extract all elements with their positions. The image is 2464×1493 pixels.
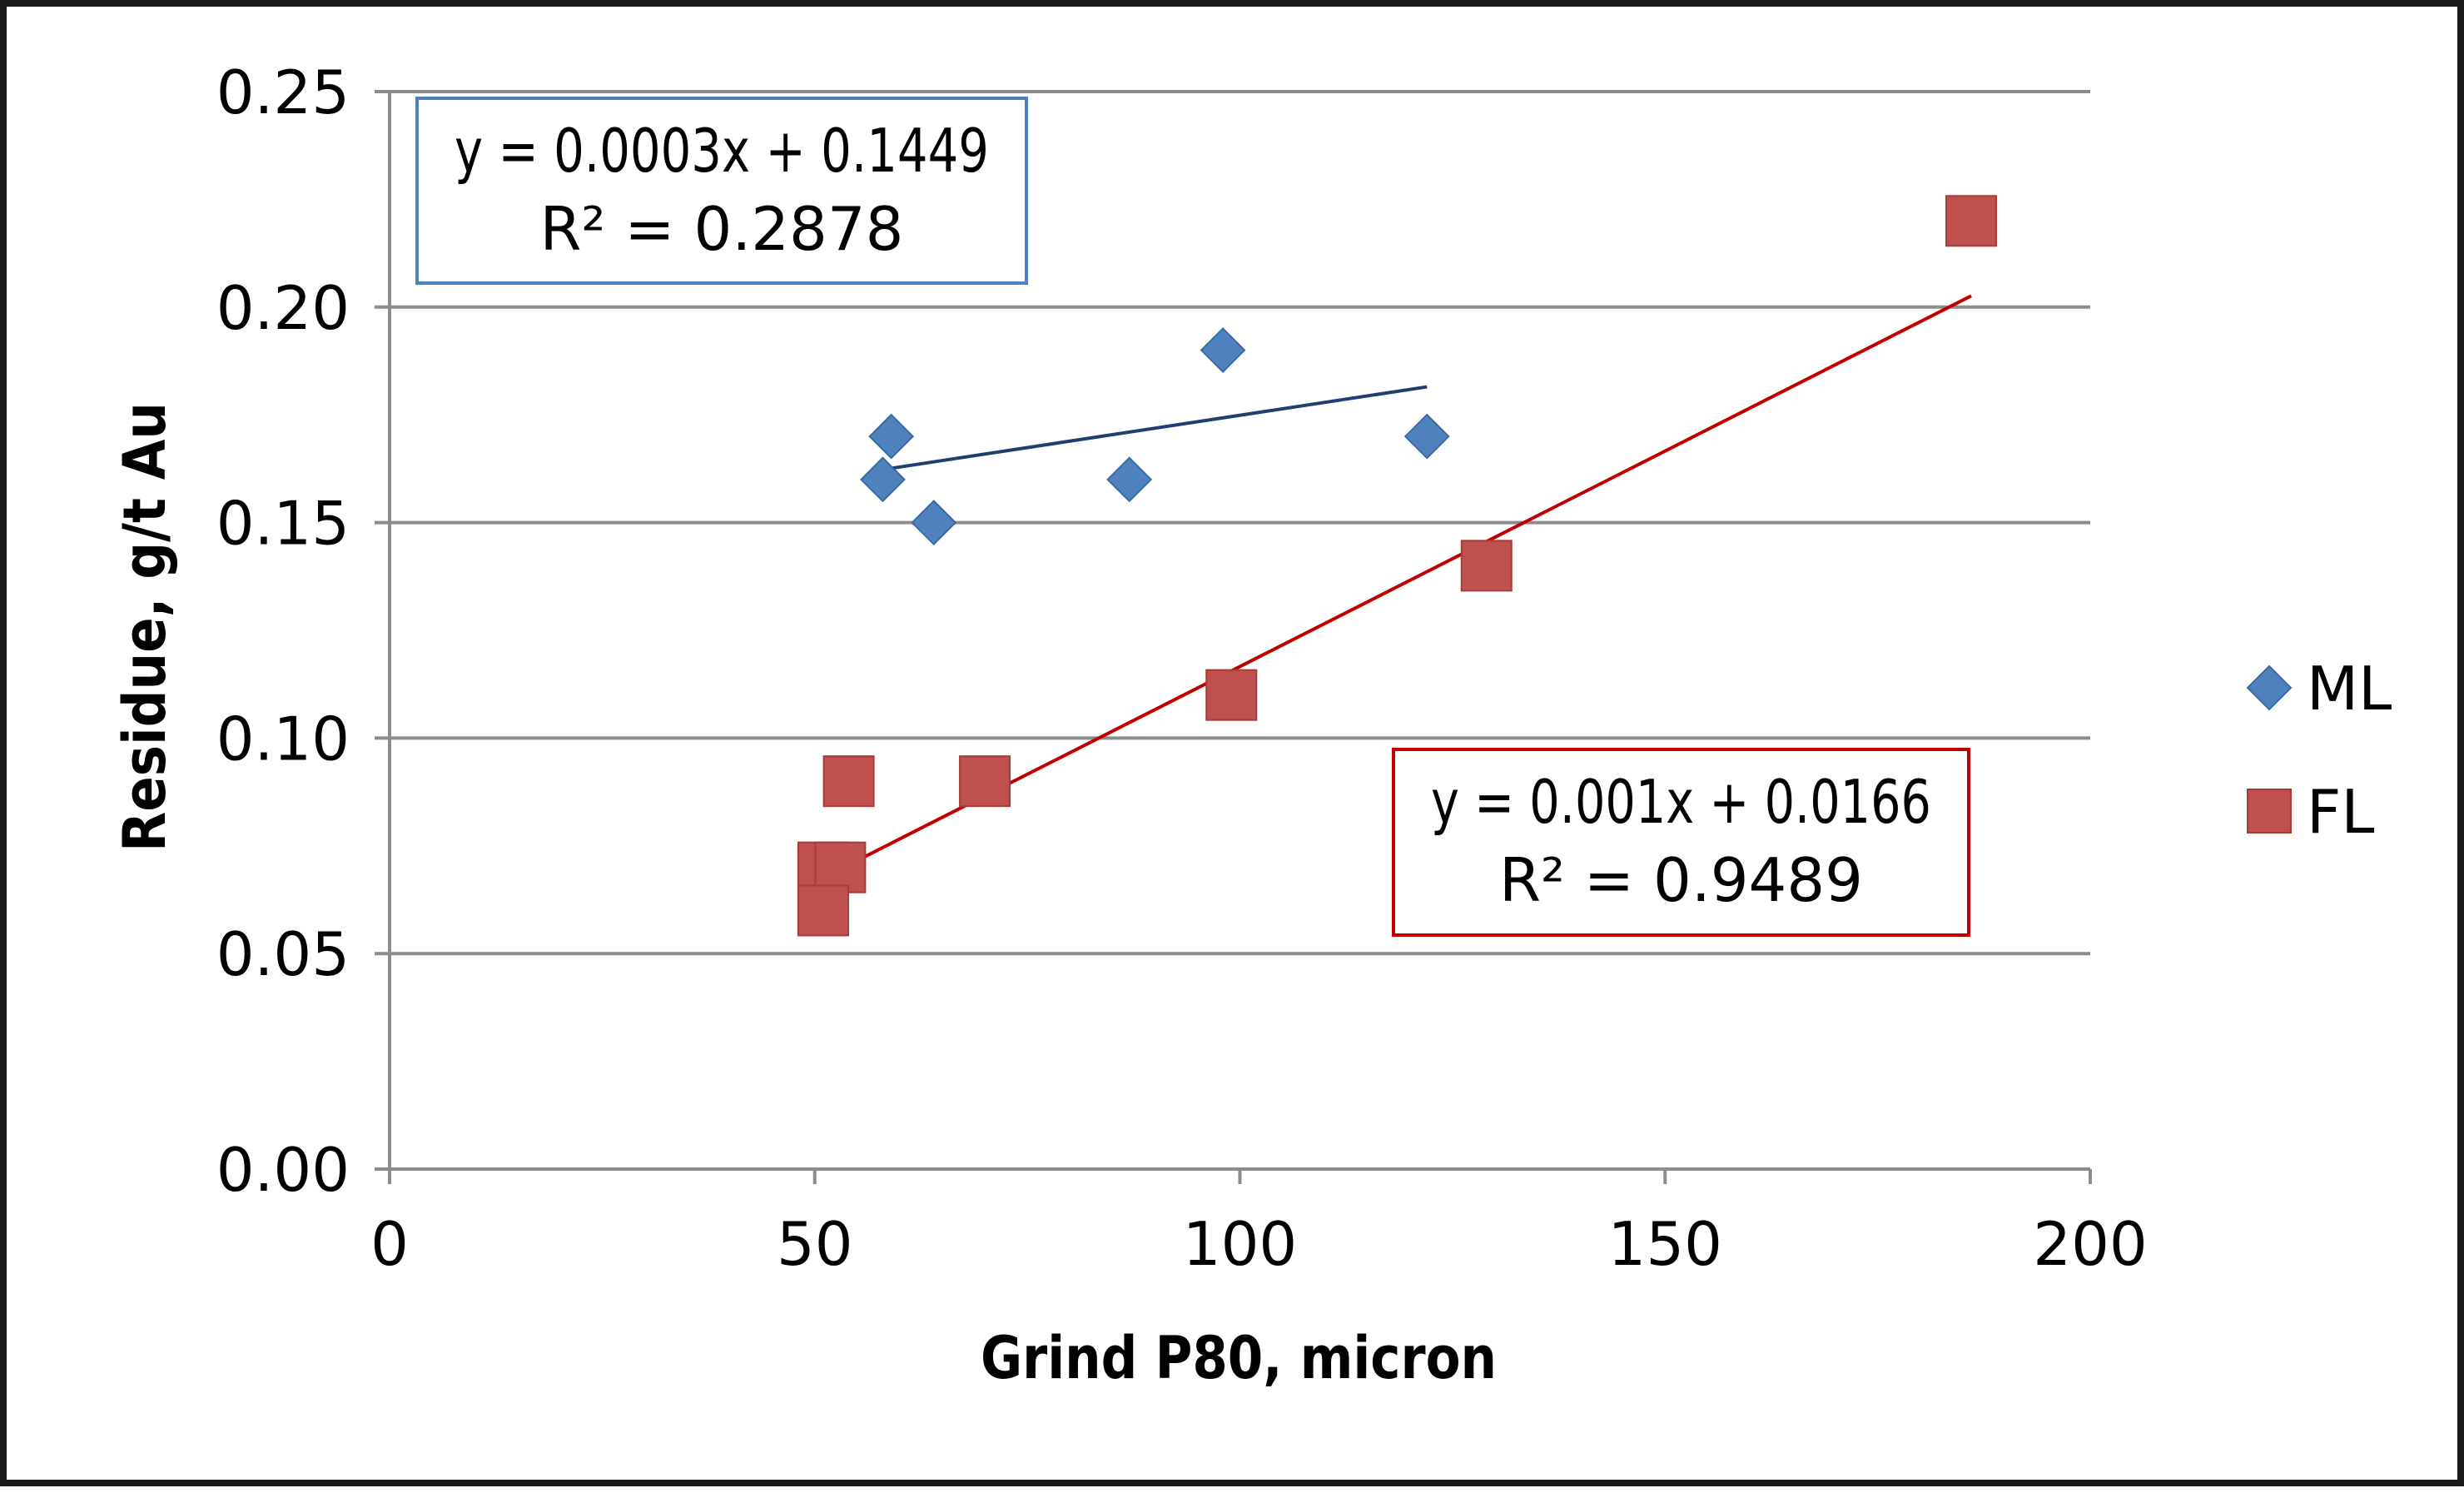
legend-marker-ml	[2246, 664, 2293, 711]
y-tick-label-3: 0.15	[216, 489, 350, 559]
r-squared-ml: R² = 0.2878	[540, 194, 904, 264]
equation-ml: y = 0.0003x + 0.1449	[455, 116, 989, 186]
equation-fl: y = 0.001x + 0.0166	[1431, 767, 1931, 837]
legend: ML FL	[2246, 654, 2392, 847]
legend-label-fl: FL	[2307, 777, 2375, 847]
y-tick-label-5: 0.25	[216, 57, 350, 127]
tick-labels: 0.00 0.05 0.10 0.15 0.20 0.25 0 50 100 150 200	[216, 57, 2148, 1279]
point-fl-3	[797, 884, 849, 937]
data-points	[797, 195, 1997, 937]
r-squared-fl: R² = 0.9489	[1499, 845, 1863, 915]
point-fl-7	[1945, 195, 1997, 247]
point-ml-3	[1106, 456, 1153, 503]
x-axis-title: Grind P80, micron	[981, 1324, 1497, 1392]
point-ml-2	[911, 500, 957, 546]
legend-label-ml: ML	[2307, 654, 2392, 724]
axes	[375, 90, 2092, 1184]
x-tick-label-0: 0	[370, 1209, 409, 1279]
x-tick-label-4: 200	[2033, 1209, 2147, 1279]
point-fl-2	[814, 841, 867, 893]
trendline-equations: y = 0.0003x + 0.1449 R² = 0.2878 y = 0.001…	[415, 97, 1970, 937]
scatter-chart: 0.00 0.05 0.10 0.15 0.20 0.25 0 50 100 150 200 y =…	[111, 57, 2392, 1392]
gridlines	[390, 90, 2090, 956]
y-axis-title: Residue, g/t Au	[111, 402, 179, 852]
x-tick-label-3: 150	[1608, 1209, 1722, 1279]
legend-marker-fl	[2247, 789, 2292, 834]
point-ml-5	[1403, 413, 1450, 460]
point-fl-6	[1460, 540, 1513, 592]
y-tick-label-1: 0.05	[216, 919, 350, 989]
x-tick-label-2: 100	[1183, 1209, 1297, 1279]
equation-box-fl	[1392, 748, 1970, 937]
trendline-fl	[822, 294, 1972, 879]
trendline-ml	[882, 385, 1428, 471]
x-tick-label-1: 50	[777, 1209, 853, 1279]
y-tick-label-0: 0.00	[216, 1135, 350, 1205]
equation-box-ml	[415, 97, 1028, 285]
point-ml-4	[1200, 327, 1246, 373]
point-ml-0	[868, 413, 915, 460]
y-tick-label-4: 0.20	[216, 273, 350, 343]
point-ml-1	[860, 456, 906, 503]
point-fl-4	[959, 755, 1011, 808]
trendlines	[822, 294, 1972, 879]
point-fl-0	[822, 755, 875, 808]
point-fl-5	[1205, 669, 1258, 721]
y-tick-label-2: 0.10	[216, 704, 350, 774]
